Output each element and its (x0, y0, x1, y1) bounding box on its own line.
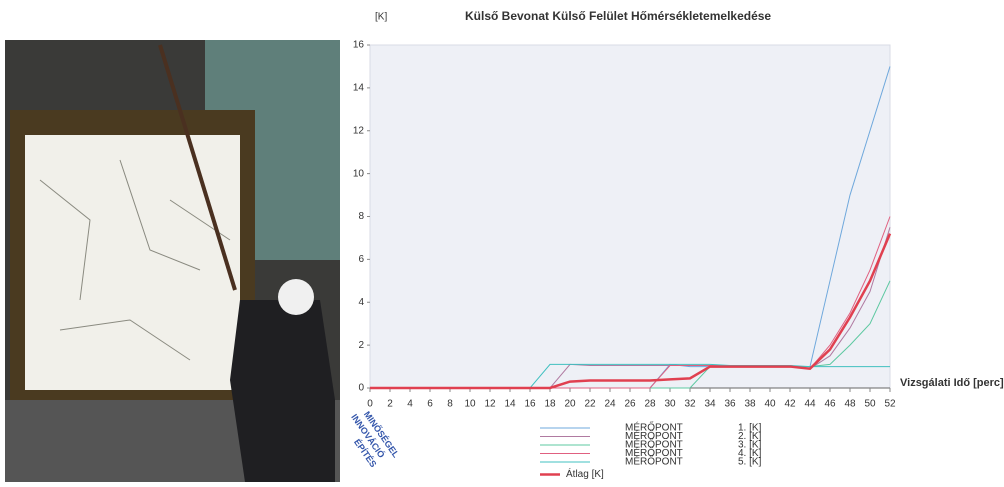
x-tick-label: 30 (664, 399, 676, 410)
y-tick-label: 10 (353, 168, 365, 179)
y-tick-label: 0 (358, 383, 364, 394)
x-tick-label: 36 (724, 399, 736, 410)
page: Külső Bevonat Külső Felület Hőmérséklete… (0, 0, 1004, 487)
y-tick-label: 12 (353, 125, 365, 136)
y-tick-label: 4 (358, 297, 364, 308)
legend-label: MÉRŐPONT (625, 454, 683, 468)
x-tick-label: 2 (387, 399, 393, 410)
chart: Külső Bevonat Külső Felület Hőmérséklete… (0, 0, 1004, 482)
x-tick-label: 40 (764, 399, 776, 410)
x-tick-label: 28 (644, 399, 656, 410)
chart-title: Külső Bevonat Külső Felület Hőmérséklete… (465, 9, 771, 23)
x-axis-label: Vizsgálati Idő [perc] (900, 377, 1004, 389)
x-tick-label: 46 (824, 399, 836, 410)
x-tick-label: 18 (544, 399, 556, 410)
legend-label: 5. [K] (738, 457, 762, 468)
x-tick-label: 22 (584, 399, 596, 410)
x-tick-label: 20 (564, 399, 576, 410)
photo-person (230, 300, 335, 482)
x-tick-label: 32 (684, 399, 696, 410)
y-tick-label: 14 (353, 83, 365, 94)
y-tick-label: 6 (358, 254, 364, 265)
y-tick-label: 8 (358, 211, 364, 222)
y-axis-label: [K] (375, 12, 387, 23)
photo-panel (25, 135, 240, 390)
x-tick-label: 6 (427, 399, 433, 410)
photo (5, 40, 340, 482)
x-tick-label: 0 (367, 399, 373, 410)
y-tick-label: 2 (358, 340, 364, 351)
x-tick-label: 8 (447, 399, 453, 410)
x-tick-label: 44 (804, 399, 816, 410)
y-tick-label: 16 (353, 40, 365, 51)
x-tick-label: 24 (604, 399, 616, 410)
x-tick-label: 4 (407, 399, 413, 410)
legend-label: Átlag [K] (566, 467, 604, 480)
x-tick-label: 42 (784, 399, 796, 410)
plot-area (370, 45, 890, 388)
watermark: INNOVÁCIÓ MINŐSÉGEL ÉPÍTÉS (339, 405, 402, 474)
x-tick-label: 38 (744, 399, 756, 410)
x-tick-label: 14 (504, 399, 516, 410)
x-tick-label: 52 (884, 399, 896, 410)
x-tick-label: 50 (864, 399, 876, 410)
x-tick-label: 16 (524, 399, 536, 410)
x-tick-label: 12 (484, 399, 496, 410)
x-tick-label: 34 (704, 399, 716, 410)
photo-helmet (278, 279, 314, 315)
x-tick-label: 26 (624, 399, 636, 410)
x-tick-label: 10 (464, 399, 476, 410)
x-tick-label: 48 (844, 399, 856, 410)
